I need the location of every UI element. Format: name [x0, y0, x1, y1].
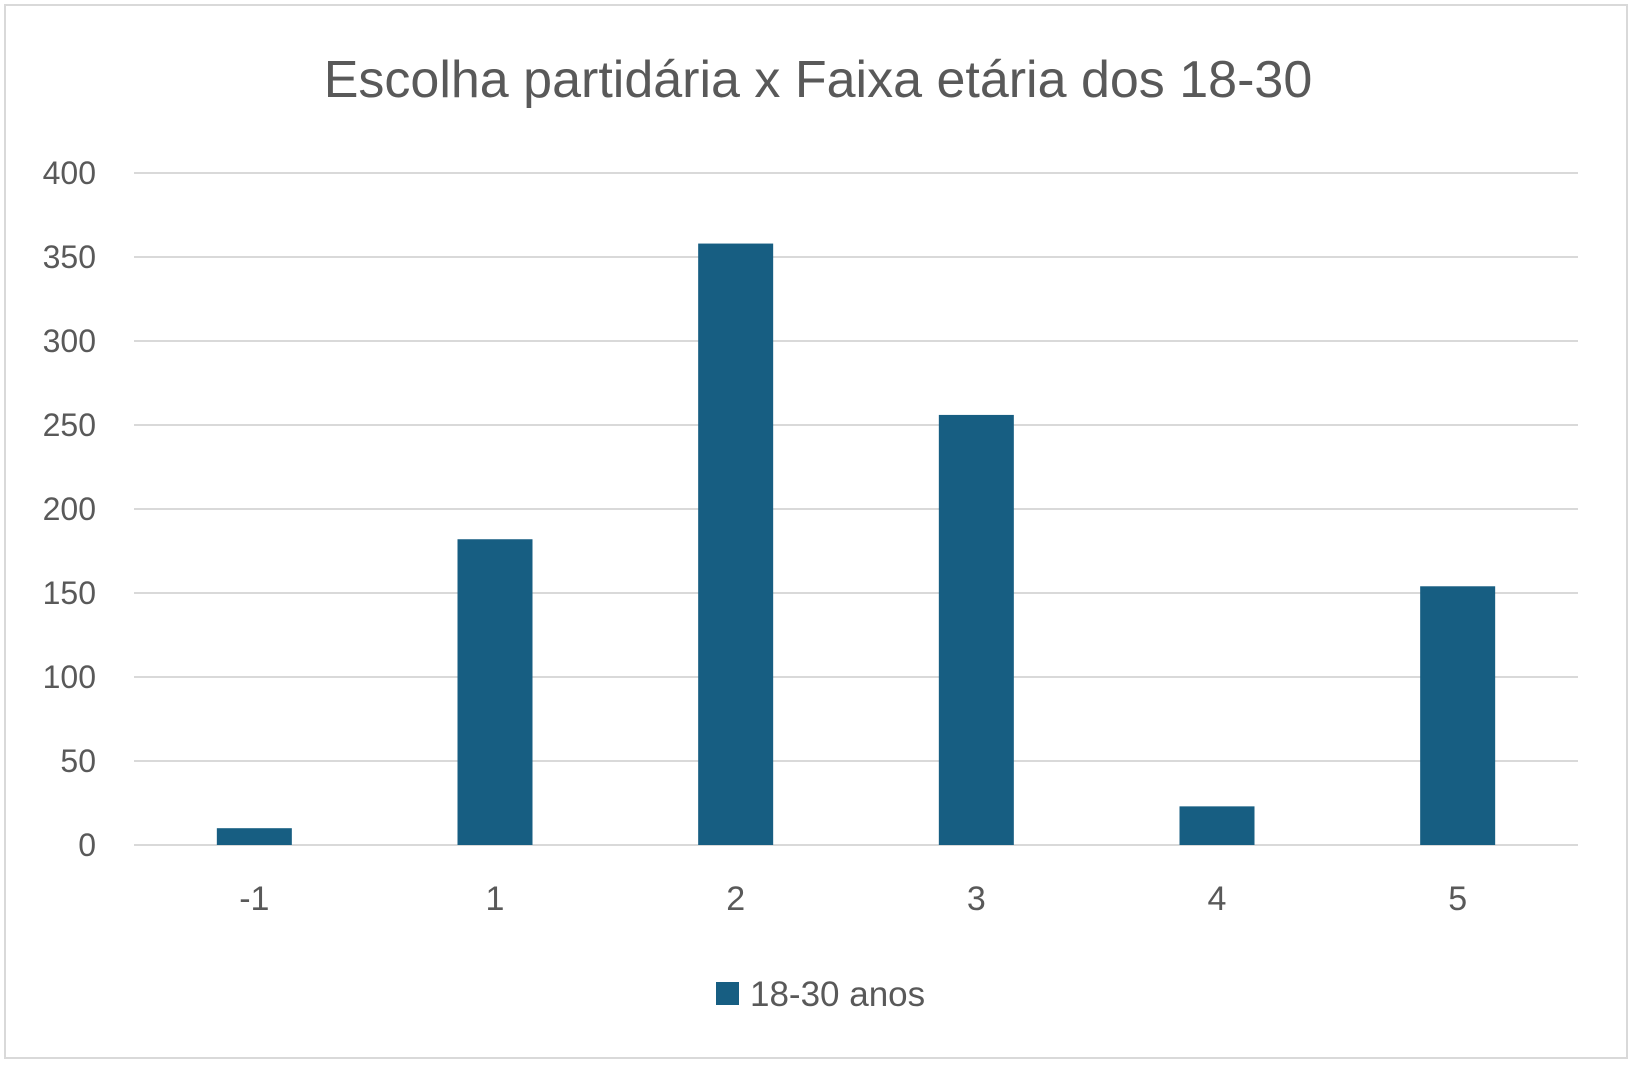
x-tick-label: 2 — [726, 880, 745, 918]
y-tick-label: 250 — [43, 407, 96, 443]
y-axis-ticks: 0 50 100 150 200 250 300 350 400 — [43, 155, 96, 863]
x-tick-label: -1 — [239, 880, 269, 918]
chart-frame — [4, 4, 1628, 1059]
x-tick-label: 1 — [486, 880, 505, 918]
bar-5 — [1420, 586, 1496, 845]
y-tick-label: 100 — [43, 659, 96, 695]
legend-swatch — [716, 982, 739, 1005]
y-tick-label: 400 — [43, 155, 96, 191]
legend: 18-30 anos — [716, 975, 925, 1014]
bar-3 — [938, 414, 1014, 845]
bar-4 — [1179, 806, 1255, 845]
x-tick-label: 3 — [967, 880, 986, 918]
y-tick-label: 0 — [78, 827, 96, 863]
x-tick-label: 5 — [1448, 880, 1467, 918]
y-tick-label: 150 — [43, 575, 96, 611]
y-tick-label: 50 — [60, 743, 96, 779]
bars — [216, 243, 1496, 845]
x-axis-ticks: -1 1 2 3 4 5 — [239, 880, 1467, 918]
bar--1 — [216, 828, 292, 845]
y-tick-label: 200 — [43, 491, 96, 527]
x-tick-label: 4 — [1208, 880, 1227, 918]
y-tick-label: 350 — [43, 239, 96, 275]
chart-title: Escolha partidária x Faixa etária dos 18… — [324, 51, 1313, 109]
bar-2 — [698, 243, 774, 845]
bar-1 — [457, 539, 533, 845]
legend-label: 18-30 anos — [750, 975, 925, 1014]
gridlines — [134, 172, 1578, 846]
y-tick-label: 300 — [43, 323, 96, 359]
